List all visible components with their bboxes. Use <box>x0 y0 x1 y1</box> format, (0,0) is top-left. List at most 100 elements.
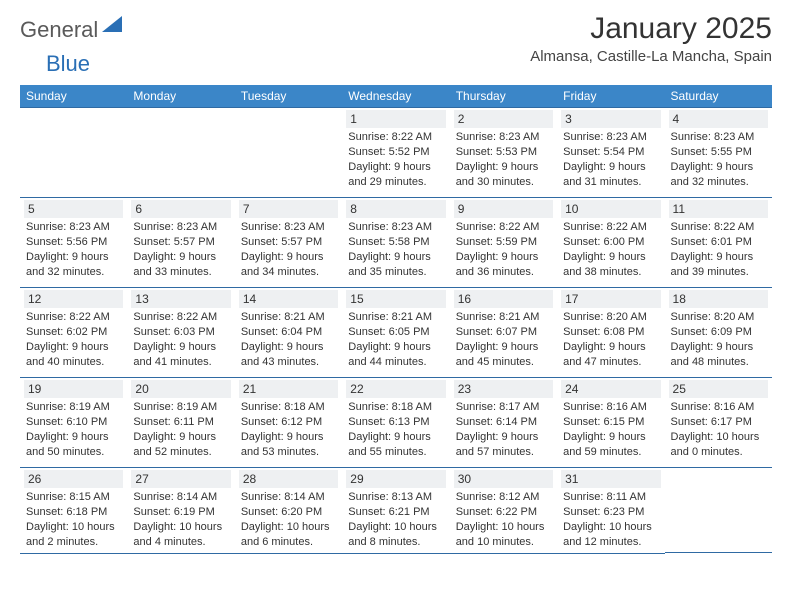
day-number: 6 <box>131 200 230 218</box>
daylight-text: Daylight: 9 hours and 41 minutes. <box>133 340 228 370</box>
day-info: Sunrise: 8:23 AMSunset: 5:56 PMDaylight:… <box>24 218 123 279</box>
day-number: 26 <box>24 470 123 488</box>
sunset-text: Sunset: 6:14 PM <box>456 415 551 430</box>
daylight-text: Daylight: 9 hours and 55 minutes. <box>348 430 443 460</box>
sunrise-text: Sunrise: 8:22 AM <box>133 310 228 325</box>
daylight-text: Daylight: 9 hours and 53 minutes. <box>241 430 336 460</box>
daylight-text: Daylight: 10 hours and 4 minutes. <box>133 520 228 550</box>
day-info: Sunrise: 8:23 AMSunset: 5:54 PMDaylight:… <box>561 128 660 189</box>
day-number: 18 <box>669 290 768 308</box>
sunrise-text: Sunrise: 8:14 AM <box>241 490 336 505</box>
calendar-cell: 19Sunrise: 8:19 AMSunset: 6:10 PMDayligh… <box>20 377 127 467</box>
calendar-cell: 20Sunrise: 8:19 AMSunset: 6:11 PMDayligh… <box>127 377 234 467</box>
day-number: 3 <box>561 110 660 128</box>
sunset-text: Sunset: 6:05 PM <box>348 325 443 340</box>
day-number: 29 <box>346 470 445 488</box>
sunrise-text: Sunrise: 8:22 AM <box>26 310 121 325</box>
calendar-cell: 12Sunrise: 8:22 AMSunset: 6:02 PMDayligh… <box>20 287 127 377</box>
daylight-text: Daylight: 9 hours and 32 minutes. <box>26 250 121 280</box>
calendar-cell: 10Sunrise: 8:22 AMSunset: 6:00 PMDayligh… <box>557 197 664 287</box>
calendar-week-row: 5Sunrise: 8:23 AMSunset: 5:56 PMDaylight… <box>20 197 772 287</box>
calendar-cell: 14Sunrise: 8:21 AMSunset: 6:04 PMDayligh… <box>235 287 342 377</box>
daylight-text: Daylight: 9 hours and 50 minutes. <box>26 430 121 460</box>
day-number <box>669 470 768 474</box>
calendar-cell: 31Sunrise: 8:11 AMSunset: 6:23 PMDayligh… <box>557 467 664 557</box>
day-number: 30 <box>454 470 553 488</box>
day-number: 13 <box>131 290 230 308</box>
weekday-header: Friday <box>557 85 664 107</box>
calendar-week-row: 12Sunrise: 8:22 AMSunset: 6:02 PMDayligh… <box>20 287 772 377</box>
sunset-text: Sunset: 6:10 PM <box>26 415 121 430</box>
day-info: Sunrise: 8:22 AMSunset: 6:03 PMDaylight:… <box>131 308 230 369</box>
sunrise-text: Sunrise: 8:22 AM <box>456 220 551 235</box>
day-info: Sunrise: 8:22 AMSunset: 6:02 PMDaylight:… <box>24 308 123 369</box>
day-info: Sunrise: 8:16 AMSunset: 6:15 PMDaylight:… <box>561 398 660 459</box>
sunset-text: Sunset: 6:01 PM <box>671 235 766 250</box>
weekday-header: Sunday <box>20 85 127 107</box>
sunrise-text: Sunrise: 8:19 AM <box>26 400 121 415</box>
day-number: 19 <box>24 380 123 398</box>
calendar-page: General January 2025 Almansa, Castille-L… <box>0 0 792 557</box>
sunset-text: Sunset: 5:52 PM <box>348 145 443 160</box>
sunset-text: Sunset: 5:58 PM <box>348 235 443 250</box>
sunset-text: Sunset: 6:04 PM <box>241 325 336 340</box>
sunrise-text: Sunrise: 8:23 AM <box>348 220 443 235</box>
daylight-text: Daylight: 9 hours and 38 minutes. <box>563 250 658 280</box>
calendar-cell: 28Sunrise: 8:14 AMSunset: 6:20 PMDayligh… <box>235 467 342 557</box>
day-number: 10 <box>561 200 660 218</box>
sunset-text: Sunset: 6:19 PM <box>133 505 228 520</box>
sunset-text: Sunset: 6:17 PM <box>671 415 766 430</box>
weekday-header: Wednesday <box>342 85 449 107</box>
daylight-text: Daylight: 10 hours and 12 minutes. <box>563 520 658 550</box>
day-number: 21 <box>239 380 338 398</box>
day-info: Sunrise: 8:18 AMSunset: 6:13 PMDaylight:… <box>346 398 445 459</box>
day-info: Sunrise: 8:13 AMSunset: 6:21 PMDaylight:… <box>346 488 445 549</box>
day-info: Sunrise: 8:22 AMSunset: 5:52 PMDaylight:… <box>346 128 445 189</box>
calendar-cell: 23Sunrise: 8:17 AMSunset: 6:14 PMDayligh… <box>450 377 557 467</box>
day-info: Sunrise: 8:19 AMSunset: 6:10 PMDaylight:… <box>24 398 123 459</box>
day-info: Sunrise: 8:15 AMSunset: 6:18 PMDaylight:… <box>24 488 123 549</box>
calendar-cell: 17Sunrise: 8:20 AMSunset: 6:08 PMDayligh… <box>557 287 664 377</box>
day-info: Sunrise: 8:22 AMSunset: 6:00 PMDaylight:… <box>561 218 660 279</box>
day-number <box>24 110 123 114</box>
day-number: 14 <box>239 290 338 308</box>
daylight-text: Daylight: 9 hours and 45 minutes. <box>456 340 551 370</box>
day-number: 27 <box>131 470 230 488</box>
daylight-text: Daylight: 9 hours and 34 minutes. <box>241 250 336 280</box>
day-number: 24 <box>561 380 660 398</box>
day-info: Sunrise: 8:16 AMSunset: 6:17 PMDaylight:… <box>669 398 768 459</box>
day-info: Sunrise: 8:14 AMSunset: 6:19 PMDaylight:… <box>131 488 230 549</box>
day-number: 8 <box>346 200 445 218</box>
weekday-header: Monday <box>127 85 234 107</box>
daylight-text: Daylight: 10 hours and 6 minutes. <box>241 520 336 550</box>
day-number: 1 <box>346 110 445 128</box>
sunset-text: Sunset: 6:07 PM <box>456 325 551 340</box>
sunrise-text: Sunrise: 8:20 AM <box>671 310 766 325</box>
day-info: Sunrise: 8:21 AMSunset: 6:05 PMDaylight:… <box>346 308 445 369</box>
sunrise-text: Sunrise: 8:17 AM <box>456 400 551 415</box>
day-info: Sunrise: 8:12 AMSunset: 6:22 PMDaylight:… <box>454 488 553 549</box>
daylight-text: Daylight: 10 hours and 2 minutes. <box>26 520 121 550</box>
daylight-text: Daylight: 10 hours and 0 minutes. <box>671 430 766 460</box>
sunrise-text: Sunrise: 8:18 AM <box>348 400 443 415</box>
daylight-text: Daylight: 9 hours and 29 minutes. <box>348 160 443 190</box>
daylight-text: Daylight: 9 hours and 59 minutes. <box>563 430 658 460</box>
daylight-text: Daylight: 9 hours and 30 minutes. <box>456 160 551 190</box>
day-info: Sunrise: 8:21 AMSunset: 6:04 PMDaylight:… <box>239 308 338 369</box>
day-info: Sunrise: 8:19 AMSunset: 6:11 PMDaylight:… <box>131 398 230 459</box>
sunrise-text: Sunrise: 8:23 AM <box>563 130 658 145</box>
daylight-text: Daylight: 9 hours and 48 minutes. <box>671 340 766 370</box>
sunrise-text: Sunrise: 8:11 AM <box>563 490 658 505</box>
calendar-cell: 2Sunrise: 8:23 AMSunset: 5:53 PMDaylight… <box>450 107 557 197</box>
title-block: January 2025 Almansa, Castille-La Mancha… <box>530 12 772 65</box>
sunset-text: Sunset: 6:12 PM <box>241 415 336 430</box>
calendar-week-row: 1Sunrise: 8:22 AMSunset: 5:52 PMDaylight… <box>20 107 772 197</box>
day-info: Sunrise: 8:20 AMSunset: 6:08 PMDaylight:… <box>561 308 660 369</box>
weekday-header: Tuesday <box>235 85 342 107</box>
daylight-text: Daylight: 9 hours and 44 minutes. <box>348 340 443 370</box>
day-number: 15 <box>346 290 445 308</box>
day-number: 25 <box>669 380 768 398</box>
calendar-cell: 18Sunrise: 8:20 AMSunset: 6:09 PMDayligh… <box>665 287 772 377</box>
daylight-text: Daylight: 9 hours and 39 minutes. <box>671 250 766 280</box>
sunrise-text: Sunrise: 8:22 AM <box>563 220 658 235</box>
